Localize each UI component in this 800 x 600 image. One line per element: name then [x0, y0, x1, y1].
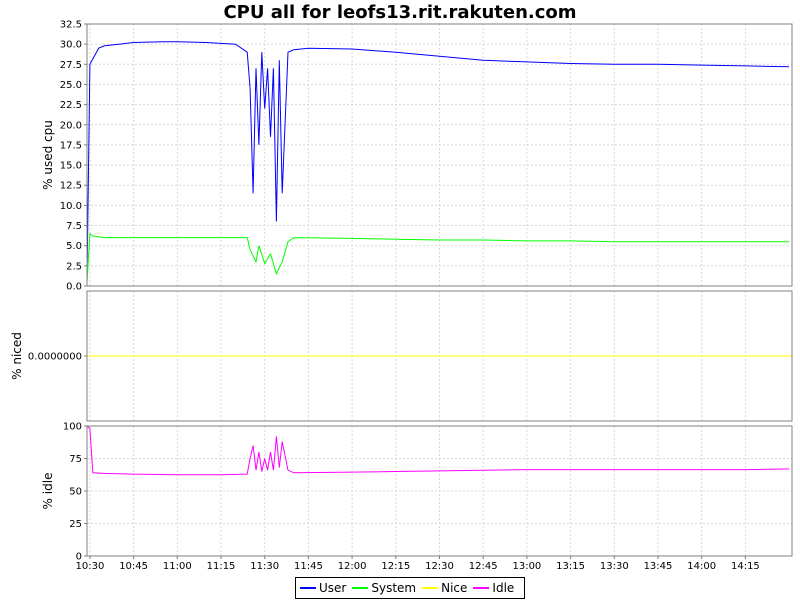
- legend-item-nice: Nice: [422, 581, 467, 595]
- y-tick-label: 5.0: [66, 241, 82, 252]
- legend-label-system: System: [371, 581, 417, 595]
- x-tick-label: 13:00: [512, 561, 541, 572]
- x-tick-label: 14:15: [731, 561, 760, 572]
- y-tick-label: 27.5: [60, 60, 82, 71]
- legend-label-nice: Nice: [441, 581, 468, 595]
- series-line-system: [86, 232, 790, 283]
- y-tick-label: 25.0: [60, 80, 82, 91]
- y-tick-label: 7.5: [66, 221, 82, 232]
- legend-swatch-nice: [422, 587, 439, 589]
- x-tick-label: 12:15: [381, 561, 410, 572]
- x-tick-label: 10:30: [75, 561, 104, 572]
- legend: User System Nice Idle: [295, 577, 526, 599]
- legend-label-idle: Idle: [492, 581, 515, 595]
- plot-border: [86, 23, 793, 287]
- legend-swatch-system: [352, 587, 369, 589]
- y-axis-label: % niced: [10, 332, 24, 380]
- chart-title: CPU all for leofs13.rit.rakuten.com: [223, 2, 577, 23]
- y-tick-label: 100: [63, 422, 82, 433]
- x-tick-label: 10:45: [119, 561, 148, 572]
- x-tick-label: 11:00: [163, 561, 192, 572]
- y-tick-label: 0.0000000: [28, 352, 82, 363]
- y-tick-label: 0.0: [66, 282, 82, 293]
- x-tick-label: 12:45: [469, 561, 498, 572]
- y-tick-label: 15.0: [60, 161, 82, 172]
- x-tick-label: 14:00: [687, 561, 716, 572]
- legend-item-system: System: [352, 581, 416, 595]
- x-tick-label: 13:30: [600, 561, 629, 572]
- legend-swatch-idle: [473, 587, 490, 589]
- x-tick-label: 11:15: [207, 561, 236, 572]
- legend-label-user: User: [319, 581, 347, 595]
- y-tick-label: 25: [69, 519, 82, 530]
- y-tick-label: 22.5: [60, 100, 82, 111]
- series-line-user: [86, 41, 790, 283]
- x-tick-label: 11:45: [294, 561, 323, 572]
- y-tick-label: 50: [69, 487, 82, 498]
- x-tick-label: 13:15: [556, 561, 585, 572]
- panel-1: 0.0 2.5 5.0 7.5 10.0 12.5 15.0 17.5 20.0 22.5 25.0…: [41, 20, 793, 293]
- y-axis-label: % idle: [41, 473, 55, 510]
- y-tick-label: 32.5: [60, 20, 82, 31]
- y-tick-label: 2.5: [66, 261, 82, 272]
- y-tick-label: 12.5: [60, 181, 82, 192]
- y-tick-label: 10.0: [60, 201, 82, 212]
- y-tick-label: 30.0: [60, 40, 82, 51]
- y-tick-label: 20.0: [60, 120, 82, 131]
- x-tick-label: 13:45: [644, 561, 673, 572]
- x-tick-label: 12:00: [338, 561, 367, 572]
- panel-3: 0 25 50 75 100 % idle: [41, 422, 793, 563]
- panel-2: 0.0000000 % niced: [10, 290, 793, 422]
- y-tick-label: 17.5: [60, 140, 82, 151]
- x-tick-label: 11:30: [250, 561, 279, 572]
- plot-area: [87, 24, 792, 286]
- y-tick-label: 0: [76, 552, 82, 563]
- legend-swatch-user: [300, 587, 316, 589]
- plot-border: [86, 290, 793, 422]
- legend-item-idle: Idle: [473, 581, 514, 595]
- x-tick-label: 12:30: [425, 561, 454, 572]
- y-axis-label: % used cpu: [41, 120, 55, 190]
- series-line-idle: [86, 425, 790, 476]
- y-tick-label: 75: [69, 454, 82, 465]
- legend-item-user: User: [300, 581, 346, 595]
